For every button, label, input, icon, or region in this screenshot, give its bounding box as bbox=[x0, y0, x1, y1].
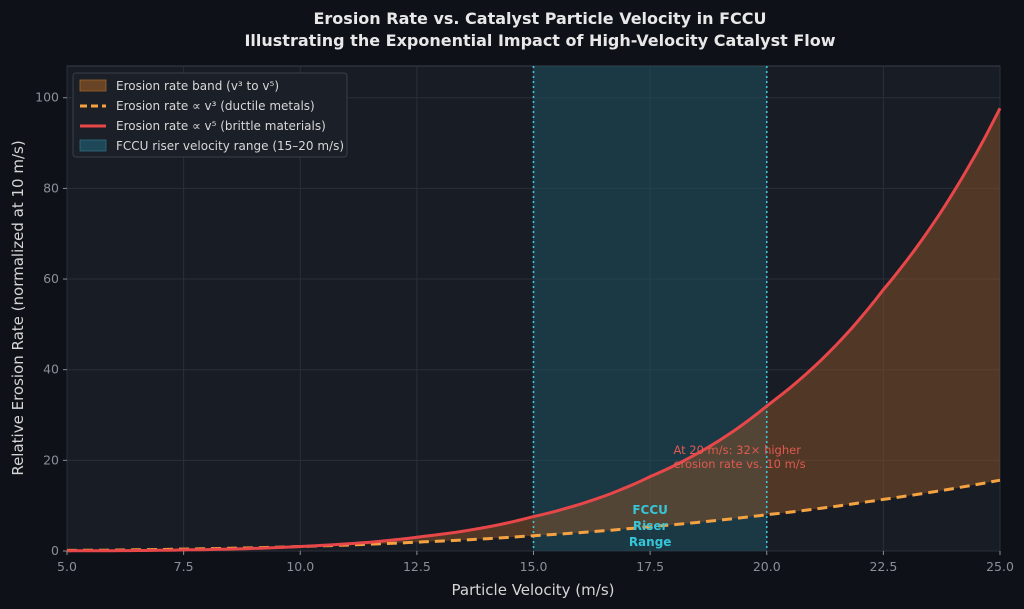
x-tick-label: 15.0 bbox=[520, 559, 548, 574]
y-tick-label: 60 bbox=[43, 271, 59, 286]
data-point-series-0 bbox=[415, 541, 418, 544]
y-tick-label: 80 bbox=[43, 180, 59, 195]
data-point-series-1 bbox=[882, 288, 885, 291]
legend-label-range: FCCU riser velocity range (15–20 m/s) bbox=[116, 139, 344, 153]
annotation-line-1: At 20 m/s: 32× higher bbox=[673, 443, 801, 457]
data-point-series-0 bbox=[999, 479, 1002, 482]
range-label-line-2: Riser bbox=[633, 519, 668, 533]
legend-label-v3: Erosion rate ∝ v³ (ductile metals) bbox=[116, 99, 315, 113]
data-point-series-1 bbox=[999, 107, 1002, 110]
data-point-series-1 bbox=[299, 545, 302, 548]
legend-swatch-range bbox=[79, 139, 107, 152]
range-label-line-1: FCCU bbox=[632, 503, 668, 517]
x-tick-label: 10.0 bbox=[286, 559, 314, 574]
chart-subtitle: Illustrating the Exponential Impact of H… bbox=[244, 31, 835, 50]
range-label-line-3: Range bbox=[629, 535, 672, 549]
chart-title: Erosion Rate vs. Catalyst Particle Veloc… bbox=[313, 9, 766, 28]
y-tick-label: 100 bbox=[35, 90, 59, 105]
x-tick-label: 5.0 bbox=[57, 559, 77, 574]
x-tick-label: 25.0 bbox=[986, 559, 1014, 574]
annotation-line-2: erosion rate vs. 10 m/s bbox=[673, 457, 805, 471]
data-point-series-1 bbox=[649, 475, 652, 478]
y-tick-label: 40 bbox=[43, 362, 59, 377]
data-point-series-0 bbox=[532, 534, 535, 537]
legend-label-v5: Erosion rate ∝ v⁵ (brittle materials) bbox=[116, 119, 326, 133]
data-point-series-1 bbox=[765, 404, 768, 407]
y-tick-label: 0 bbox=[51, 543, 59, 558]
x-axis-ticks: 5.0 7.5 10.0 12.5 15.0 17.5 20.0 22.5 25.0 bbox=[57, 551, 1014, 574]
x-tick-label: 22.5 bbox=[869, 559, 897, 574]
legend-label-band: Erosion rate band (v³ to v⁵) bbox=[116, 79, 279, 93]
y-tick-label: 20 bbox=[43, 452, 59, 467]
series-v5-line bbox=[66, 107, 1002, 553]
data-point-series-1 bbox=[182, 548, 185, 551]
x-tick-label: 17.5 bbox=[636, 559, 664, 574]
y-axis-ticks: 0 20 40 60 80 100 bbox=[35, 90, 67, 558]
legend-swatch-band bbox=[79, 79, 107, 92]
data-point-series-0 bbox=[882, 498, 885, 501]
data-point-series-0 bbox=[765, 513, 768, 516]
series-v3-line bbox=[67, 478, 1001, 552]
data-point-series-1 bbox=[532, 515, 535, 518]
legend-box bbox=[72, 72, 348, 158]
legend: Erosion rate band (v³ to v⁵) Erosion rat… bbox=[72, 72, 348, 158]
erosion-band-area bbox=[67, 108, 1000, 551]
x-tick-label: 12.5 bbox=[403, 559, 431, 574]
x-tick-label: 20.0 bbox=[753, 559, 781, 574]
x-axis-label: Particle Velocity (m/s) bbox=[452, 581, 615, 599]
x-tick-label: 7.5 bbox=[174, 559, 194, 574]
y-axis-label: Relative Erosion Rate (normalized at 10 … bbox=[9, 140, 27, 475]
data-point-series-1 bbox=[415, 536, 418, 539]
